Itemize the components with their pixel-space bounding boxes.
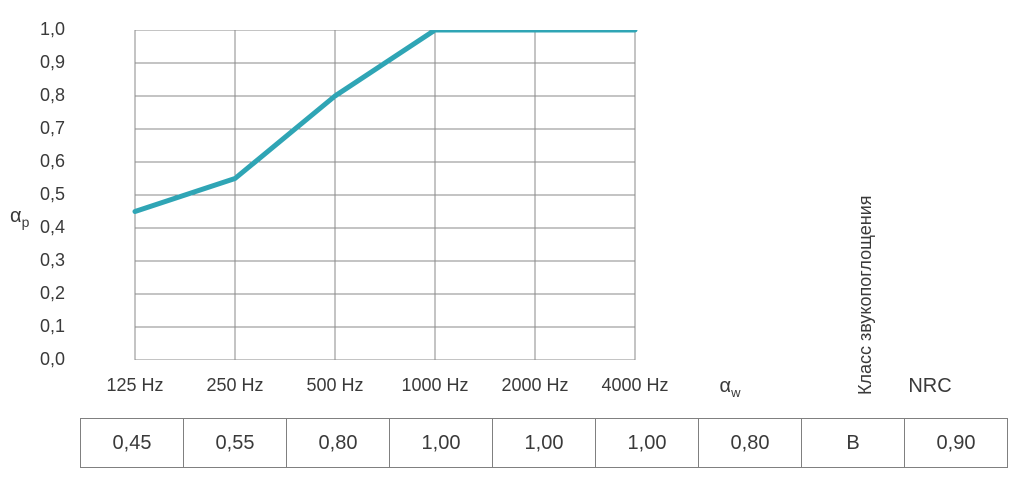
y-tick: 0,3 — [15, 250, 65, 271]
y-tick: 0,0 — [15, 349, 65, 370]
header-class: Класс звукопоглощения — [855, 195, 876, 395]
table-cell: 1,00 — [493, 419, 596, 468]
y-tick: 1,0 — [15, 19, 65, 40]
x-tick: 125 Hz — [106, 375, 163, 396]
table-cell: 1,00 — [596, 419, 699, 468]
x-tick: 250 Hz — [206, 375, 263, 396]
y-tick: 0,2 — [15, 283, 65, 304]
absorption-chart — [75, 30, 650, 360]
y-tick: 0,1 — [15, 316, 65, 337]
y-tick: 0,5 — [15, 184, 65, 205]
table-cell: 0,90 — [905, 419, 1008, 468]
y-tick: 0,9 — [15, 52, 65, 73]
table-row: 0,450,550,801,001,001,000,80B0,90 — [81, 419, 1008, 468]
y-tick: 0,4 — [15, 217, 65, 238]
table-cell: B — [802, 419, 905, 468]
table-cell: 1,00 — [390, 419, 493, 468]
x-tick: 4000 Hz — [601, 375, 668, 396]
x-tick: 2000 Hz — [501, 375, 568, 396]
header-nrc: NRC — [908, 375, 951, 398]
header-alpha-w: αw — [720, 375, 741, 400]
y-tick: 0,7 — [15, 118, 65, 139]
table-cell: 0,45 — [81, 419, 184, 468]
x-tick: 1000 Hz — [401, 375, 468, 396]
values-table: 0,450,550,801,001,001,000,80B0,90 — [80, 418, 1008, 468]
table-cell: 0,80 — [287, 419, 390, 468]
y-tick: 0,6 — [15, 151, 65, 172]
table-cell: 0,55 — [184, 419, 287, 468]
x-tick: 500 Hz — [306, 375, 363, 396]
y-tick: 0,8 — [15, 85, 65, 106]
chart-svg — [75, 30, 650, 360]
table-cell: 0,80 — [699, 419, 802, 468]
